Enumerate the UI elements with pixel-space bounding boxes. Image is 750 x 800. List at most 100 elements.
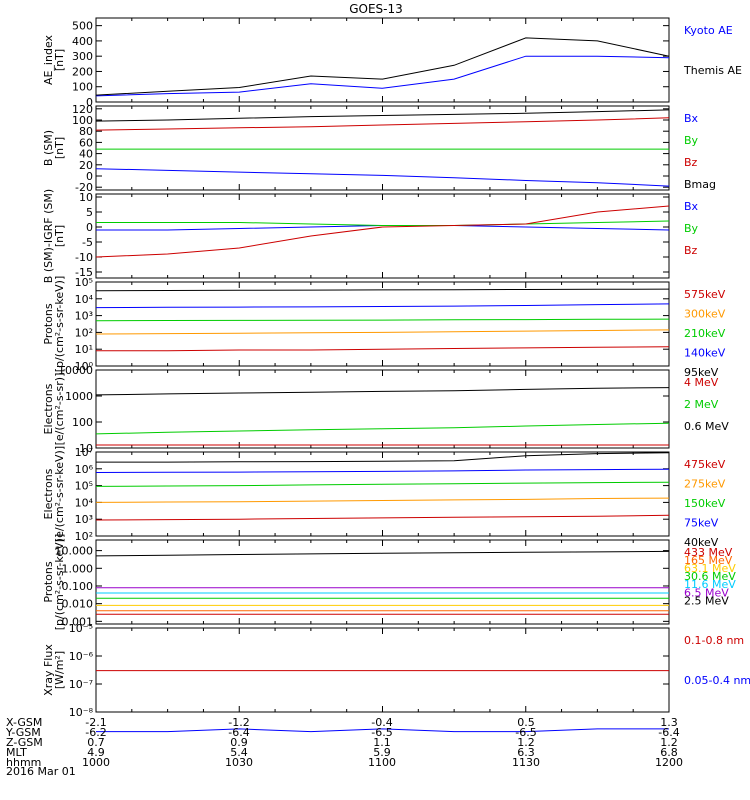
y-axis-label: [nT]	[53, 225, 66, 247]
ephemeris-value: 4.9	[87, 746, 105, 759]
panel-protons1: 10⁰ 10¹ 10² 10³ 10⁴ 10⁵ Protons[p/(cm²-s-sr-ke…	[42, 276, 726, 379]
ephemeris-row-label: X-GSM	[6, 716, 42, 729]
ephemeris-value: -1.2	[228, 716, 249, 729]
ephemeris-row-label: Y-GSM	[5, 726, 41, 739]
series-line	[95, 117, 670, 131]
y-axis-label: [p/(cm²-s-sr-keV)]	[53, 276, 66, 373]
y-tick-label: 10⁷	[75, 446, 93, 459]
y-tick-label: 10	[79, 191, 93, 204]
y-tick-label: 10000	[58, 364, 93, 377]
y-tick-label: 10⁻⁶	[69, 650, 94, 663]
legend-entry: 140keV	[684, 347, 726, 360]
ephemeris-row-label: MLT	[6, 746, 27, 759]
series-line	[95, 37, 670, 96]
legend-entry: 210keV	[684, 327, 726, 340]
ephemeris-value: -6.5	[371, 726, 392, 739]
y-tick-label: 0.100	[62, 580, 94, 593]
y-tick-label: 10¹	[75, 343, 93, 356]
series-line	[95, 387, 670, 396]
ephemeris-value: 5.4	[230, 746, 248, 759]
ephemeris-value: -6.4	[228, 726, 249, 739]
y-tick-label: 60	[79, 136, 93, 149]
series-line	[96, 452, 670, 463]
series-line	[95, 550, 670, 557]
legend-entry: Bz	[684, 244, 698, 257]
y-tick-label: -15	[75, 266, 93, 279]
legend-entry: 2 MeV	[684, 398, 719, 411]
series-line	[95, 288, 670, 292]
series-line	[95, 422, 670, 435]
ephemeris-value: 1.1	[373, 736, 391, 749]
ephemeris-value: 1200	[655, 756, 683, 769]
legend-entry: 475keV	[684, 458, 726, 471]
legend-entry: 0.1-0.8 nm	[684, 634, 744, 647]
y-tick-label: 100	[72, 114, 93, 127]
panel-frame	[95, 105, 670, 191]
series-line	[95, 168, 670, 187]
y-axis-label: Electrons	[42, 383, 55, 434]
ephemeris-value: 1030	[225, 756, 253, 769]
series-line	[95, 109, 670, 122]
ephemeris-value: 1.2	[517, 736, 535, 749]
legend-entry: Bx	[684, 200, 699, 213]
series-line	[95, 468, 670, 473]
y-tick-label: 10⁰	[75, 360, 94, 373]
y-axis-label: Protons	[42, 561, 55, 602]
y-tick-label: 100	[72, 81, 93, 94]
series-line	[96, 728, 669, 733]
series-line	[95, 329, 670, 335]
date-label: 2016 Mar 01	[6, 765, 76, 778]
panel-frame	[95, 193, 670, 279]
legend-entry: 40keV	[684, 536, 719, 549]
y-tick-label: 80	[79, 125, 93, 138]
ephemeris-value: -6.5	[515, 726, 536, 739]
y-axis-label: Xray Flux	[42, 644, 55, 696]
panel-electrons2: 10² 10³ 10⁴ 10⁵ 10⁶ 10⁷ Electrons[e/(cm²-s-sr-…	[42, 446, 726, 549]
y-tick-label: 120	[72, 103, 93, 116]
legend-entry: 63.1 MeV	[684, 562, 736, 575]
panel-protons2: 0.001 0.010 0.100 1.000 10.000Protons[p/(cm²…	[42, 534, 736, 631]
ephemeris-value: 1130	[512, 756, 540, 769]
series-line	[95, 497, 670, 503]
y-tick-label: 10⁻⁸	[69, 706, 94, 719]
ephemeris-row-label: Z-GSM	[6, 736, 43, 749]
chart-title: GOES-13	[349, 2, 403, 16]
legend-entry: 95keV	[684, 366, 719, 379]
legend-entry: 165 MeV	[684, 554, 733, 567]
ephemeris-value: 6.8	[660, 746, 678, 759]
ephemeris-value: -0.4	[371, 716, 392, 729]
y-tick-label: 1.000	[62, 562, 94, 575]
legend-entry: 0.05-0.4 nm	[684, 674, 750, 687]
y-tick-label: 40	[79, 148, 93, 161]
ephemeris-row-label: hhmm	[6, 756, 41, 769]
y-tick-label: 10	[79, 442, 93, 455]
y-tick-label: 10²	[75, 530, 93, 543]
ephemeris-value: 1.3	[660, 716, 678, 729]
y-tick-label: 300	[72, 50, 93, 63]
legend-entry: Bmag	[684, 178, 716, 191]
y-axis-label: Electrons	[42, 468, 55, 519]
y-tick-label: 0	[86, 221, 93, 234]
series-line	[95, 55, 670, 97]
panel-frame	[95, 539, 670, 625]
y-tick-label: 10³	[75, 310, 93, 323]
ephemeris-value: 6.3	[517, 746, 535, 759]
y-tick-label: 10⁴	[75, 496, 94, 509]
panel-frame	[95, 451, 670, 537]
y-tick-label: 10⁵	[75, 276, 93, 289]
legend-entry: Bz	[684, 156, 698, 169]
ephemeris-value: 0.5	[517, 716, 535, 729]
panel-frame	[95, 17, 670, 103]
y-axis-label: Protons	[42, 303, 55, 344]
y-axis-label: [nT]	[53, 137, 66, 159]
y-tick-label: 500	[72, 20, 93, 33]
series-line	[96, 220, 670, 226]
legend-entry: 30.6 MeV	[684, 570, 736, 583]
panel-bigrf: -15 -10 -5 0 5 10 B (SM)-IGRF (SM)[nT] Bx By Bz	[42, 189, 699, 283]
series-line	[95, 303, 670, 309]
y-axis-label: AE_index	[42, 34, 55, 85]
y-tick-label: -5	[82, 236, 93, 249]
